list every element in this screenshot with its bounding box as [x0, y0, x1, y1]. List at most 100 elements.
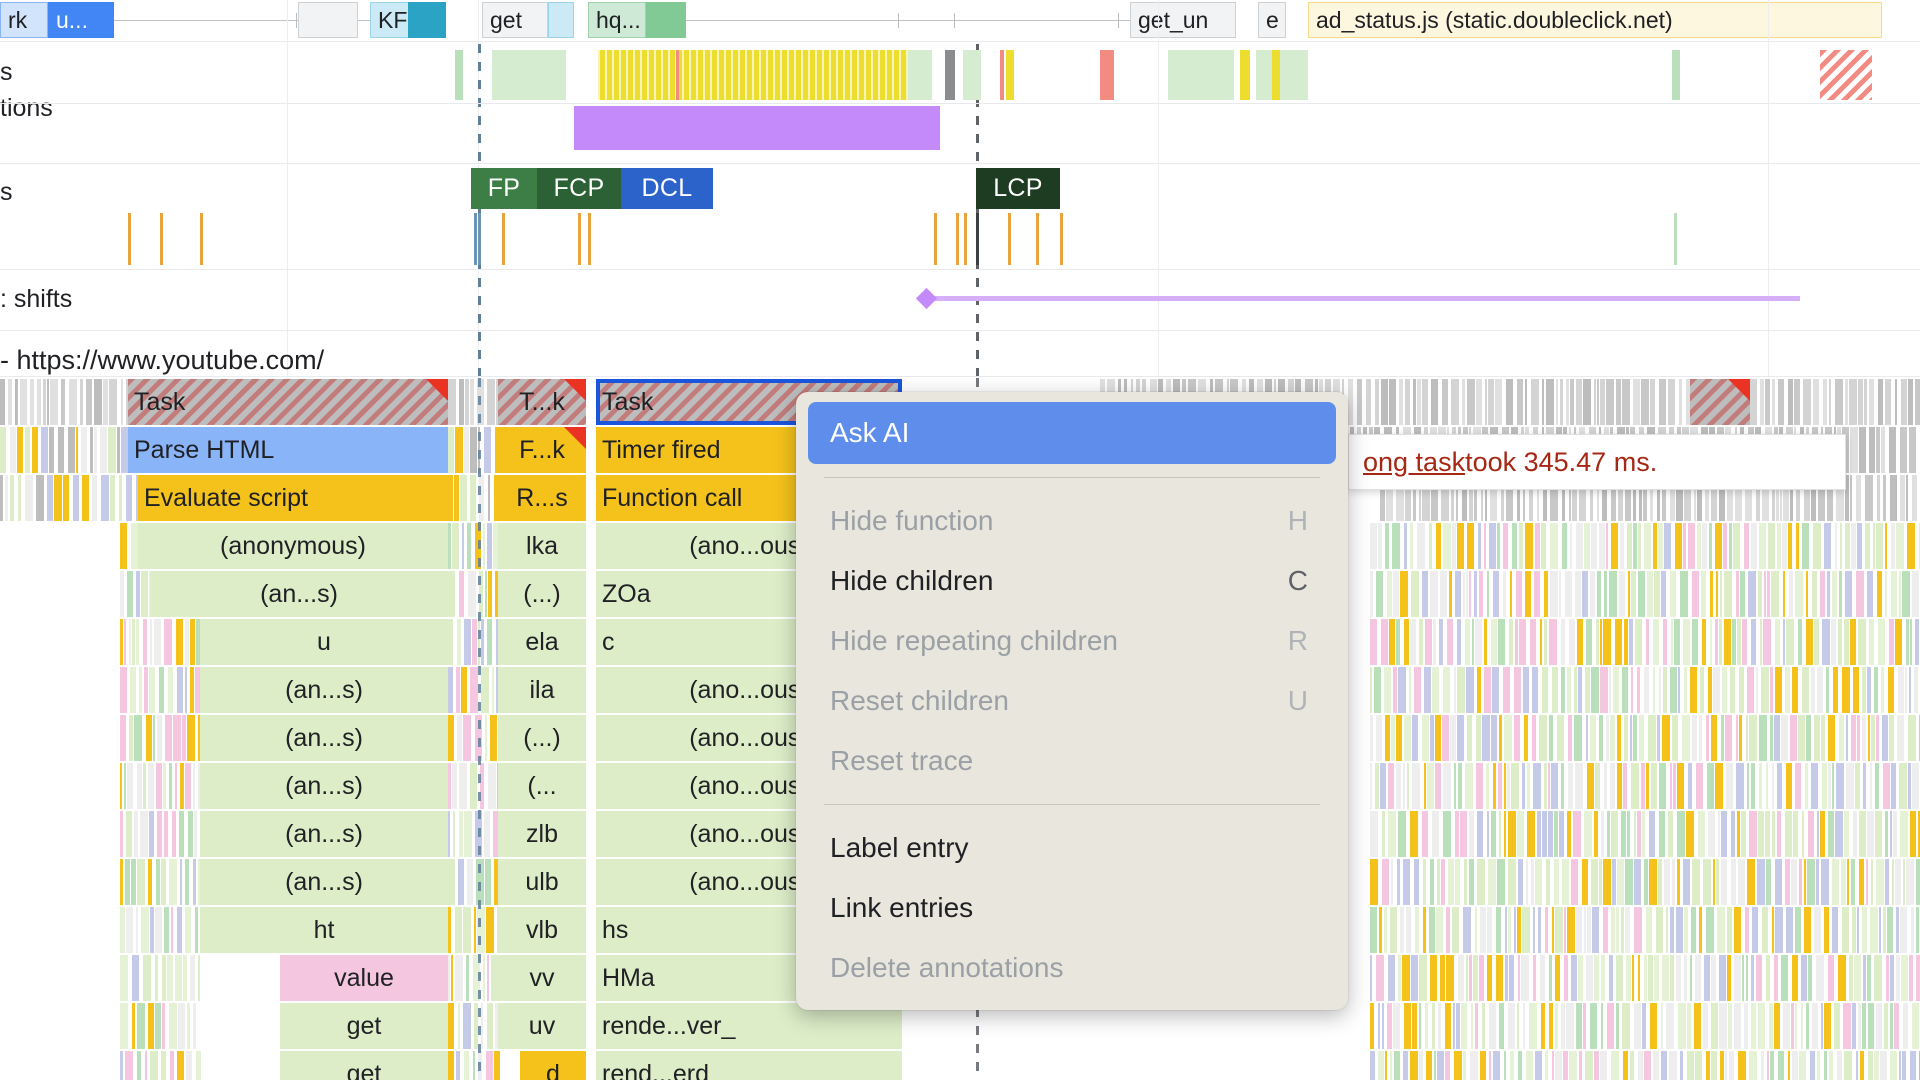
flame-entry-micro[interactable] [1380, 475, 1385, 521]
flame-entry-micro[interactable] [17, 427, 23, 473]
flame-entry-micro[interactable] [1406, 907, 1411, 953]
flame-entry-micro[interactable] [1604, 763, 1607, 809]
flame-entry-micro[interactable] [1774, 955, 1778, 1001]
flame-entry-micro[interactable] [488, 475, 490, 521]
flame-entry-micro[interactable] [1485, 379, 1487, 425]
flame-entry-micro[interactable] [1676, 475, 1683, 521]
flame-entry-micro[interactable] [1517, 811, 1524, 857]
flame-entry-micro[interactable] [1436, 907, 1443, 953]
flame-entry-micro[interactable] [1747, 667, 1754, 713]
flame-entry-micro[interactable] [1419, 1003, 1421, 1049]
flame-entry-micro[interactable] [1376, 955, 1384, 1001]
flame-entry-micro[interactable] [1597, 571, 1601, 617]
flame-entry-micro[interactable] [137, 859, 145, 905]
timing-marker-dcl[interactable]: DCL [621, 168, 713, 209]
flame-entry-micro[interactable] [1879, 907, 1881, 953]
flame-entry-micro[interactable] [1649, 859, 1657, 905]
flame-entry-micro[interactable] [101, 475, 109, 521]
flame-entry-micro[interactable] [1454, 667, 1456, 713]
flame-entry-micro[interactable] [1561, 667, 1565, 713]
flame-entry-micro[interactable] [1720, 1051, 1724, 1080]
flame-entry-micro[interactable] [1818, 475, 1825, 521]
flame-entry-micro[interactable] [1382, 859, 1389, 905]
flame-entry-micro[interactable] [1806, 715, 1811, 761]
flame-entry-micro[interactable] [1556, 379, 1558, 425]
flame-entry-micro[interactable] [1653, 619, 1659, 665]
flame-entry-micro[interactable] [1629, 619, 1633, 665]
flame-entry-micro[interactable] [1727, 475, 1733, 521]
timing-tick[interactable] [934, 213, 937, 265]
flame-entry-micro[interactable] [1650, 379, 1655, 425]
flame-entry-micro[interactable] [1862, 715, 1866, 761]
flame-entry-micro[interactable] [144, 667, 148, 713]
flame-entry-micro[interactable] [1554, 811, 1558, 857]
flame-entry-micro[interactable] [455, 427, 463, 473]
flame-entry-micro[interactable] [1733, 523, 1740, 569]
flame-entry-micro[interactable] [1370, 763, 1372, 809]
flame-entry-micro[interactable] [162, 1003, 165, 1049]
flame-entry-micro[interactable] [458, 859, 464, 905]
flame-entry-micro[interactable] [1916, 859, 1920, 905]
flame-entry-micro[interactable] [1824, 907, 1829, 953]
flame-entry-micro[interactable] [183, 955, 187, 1001]
flame-entry-micro[interactable] [120, 811, 123, 857]
flame-entry-micro[interactable] [1625, 475, 1631, 521]
flame-entry-micro[interactable] [1477, 667, 1481, 713]
flame-entry-micro[interactable] [47, 379, 49, 425]
flame-entry-micro[interactable] [1739, 667, 1744, 713]
flame-entry-micro[interactable] [1541, 523, 1546, 569]
flame-entry-micro[interactable] [1542, 379, 1544, 425]
flame-entry-micro[interactable] [492, 667, 494, 713]
flame-entry-micro[interactable] [1721, 811, 1727, 857]
menu-item-hide-children[interactable]: Hide children C [808, 551, 1336, 611]
flame-entry-micro[interactable] [1908, 763, 1911, 809]
flame-entry-micro[interactable] [141, 571, 148, 617]
flame-entry-micro[interactable] [1540, 955, 1545, 1001]
flame-entry-micro[interactable] [190, 619, 195, 665]
flame-entry-micro[interactable] [126, 907, 133, 953]
flame-entry[interactable]: (... [498, 763, 586, 809]
flame-entry[interactable]: rend...erd [596, 1051, 902, 1080]
flame-entry-micro[interactable] [1498, 763, 1502, 809]
flame-entry-micro[interactable] [1889, 427, 1896, 473]
flame-entry-micro[interactable] [1555, 1003, 1558, 1049]
flame-entry-micro[interactable] [185, 859, 189, 905]
activity-block[interactable] [1168, 50, 1234, 100]
flame-entry-micro[interactable] [1678, 667, 1680, 713]
flame-entry-micro[interactable] [1498, 619, 1505, 665]
flame-entry-micro[interactable] [1559, 571, 1561, 617]
flame-entry-micro[interactable] [1734, 1003, 1741, 1049]
flame-entry-micro[interactable] [1537, 811, 1541, 857]
flame-entry-micro[interactable] [1670, 475, 1675, 521]
flame-entry-micro[interactable] [1842, 667, 1850, 713]
flame-entry-micro[interactable] [1599, 715, 1603, 761]
flame-entry-micro[interactable] [491, 955, 498, 1001]
flame-entry-micro[interactable] [1737, 619, 1741, 665]
flame-entry-micro[interactable] [1901, 379, 1907, 425]
flame-entry-micro[interactable] [1766, 955, 1770, 1001]
flame-entry-micro[interactable] [463, 1003, 471, 1049]
flame-entry-micro[interactable] [1659, 811, 1665, 857]
flame-entry-micro[interactable] [1708, 811, 1715, 857]
flame-entry-micro[interactable] [1524, 715, 1528, 761]
flame-entry-micro[interactable] [1666, 1003, 1674, 1049]
flame-entry-micro[interactable] [1782, 523, 1787, 569]
flame-entry-micro[interactable] [1508, 907, 1511, 953]
flame-entry-micro[interactable] [1732, 619, 1736, 665]
flame-entry-micro[interactable] [1457, 523, 1464, 569]
flame-entry-micro[interactable] [1506, 379, 1513, 425]
flame-entry-micro[interactable] [1523, 667, 1529, 713]
flame-entry-micro[interactable] [1709, 523, 1712, 569]
flame-entry-micro[interactable] [1370, 859, 1378, 905]
flame-entry-micro[interactable] [164, 811, 168, 857]
flame-entry-micro[interactable] [1833, 667, 1838, 713]
flame-entry-micro[interactable] [1684, 907, 1688, 953]
flame-entry-micro[interactable] [1653, 1051, 1659, 1080]
flame-entry-micro[interactable] [1638, 523, 1641, 569]
flame-entry-micro[interactable] [1616, 907, 1619, 953]
flame-entry-micro[interactable] [1702, 619, 1706, 665]
flame-entry-micro[interactable] [1393, 1003, 1400, 1049]
flame-entry-micro[interactable] [1443, 523, 1451, 569]
timing-tick[interactable] [474, 213, 477, 265]
flame-entry-micro[interactable] [1517, 475, 1520, 521]
